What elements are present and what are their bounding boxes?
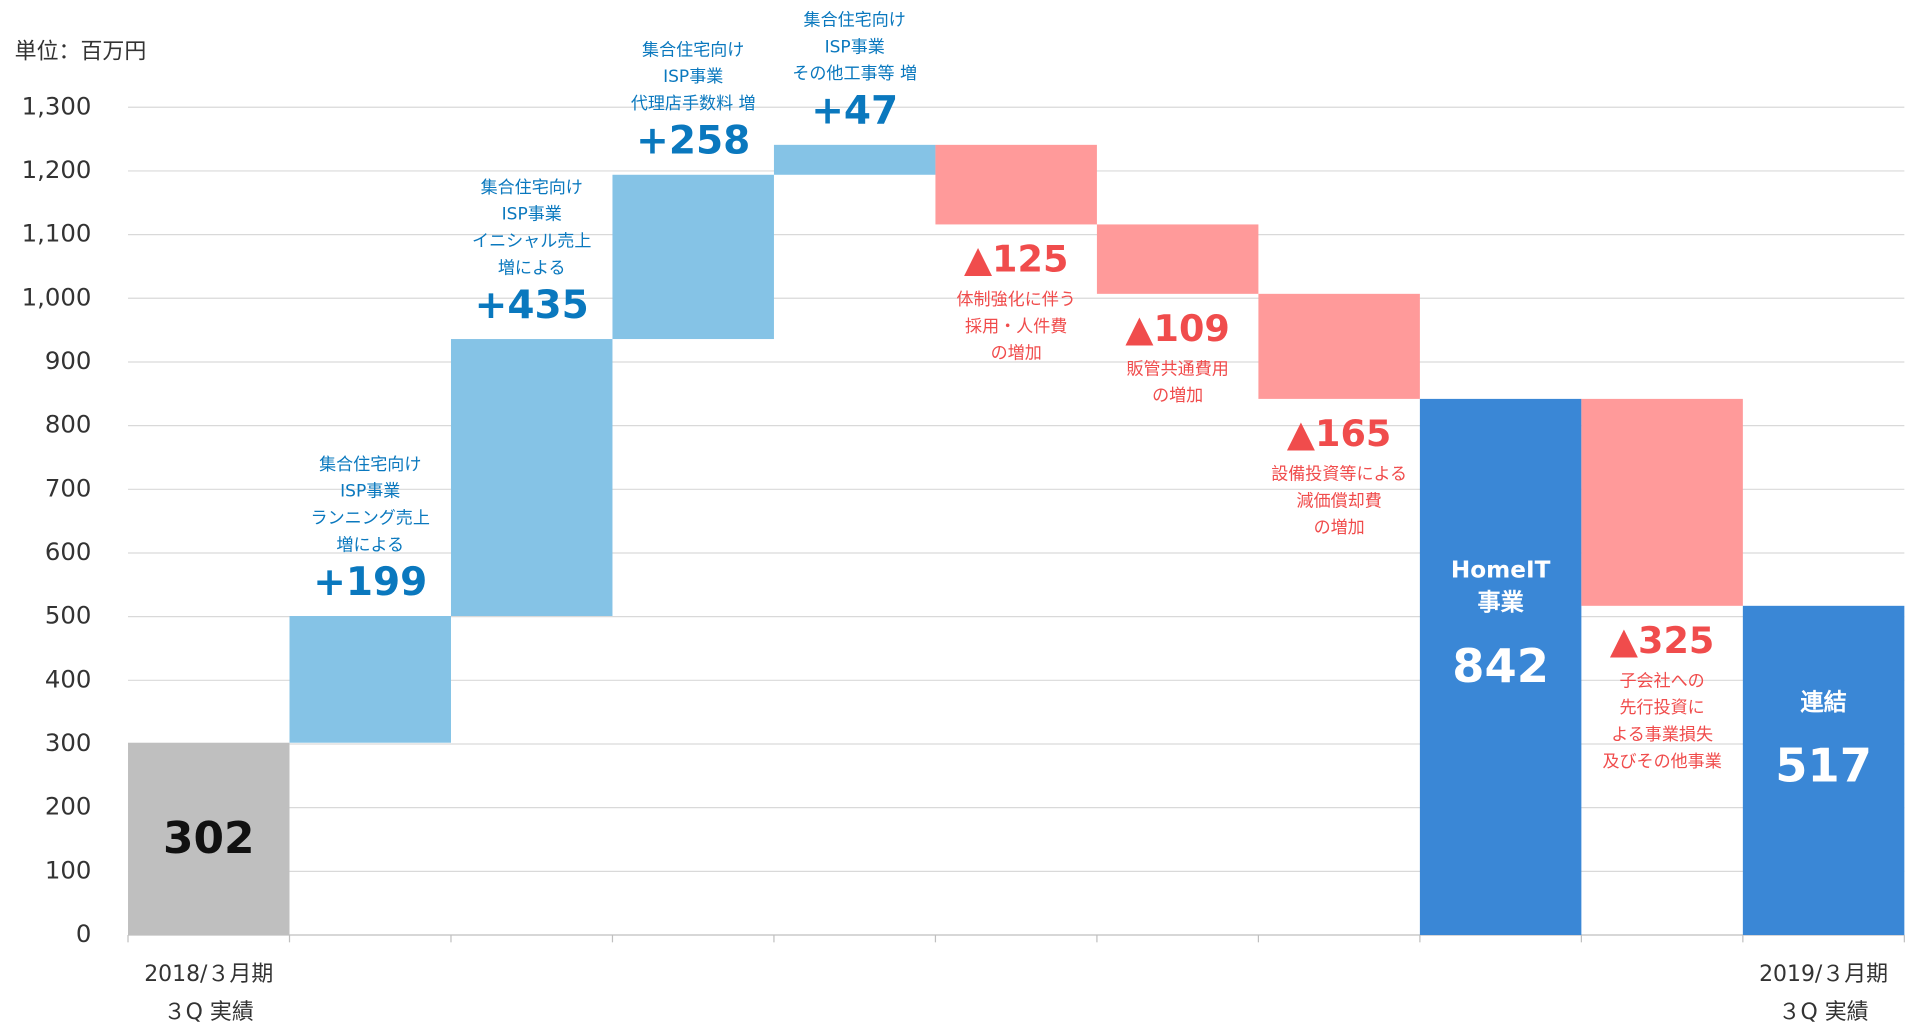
annotation: 先行投資に <box>1619 698 1704 718</box>
annotation: 集合住宅向け <box>481 178 583 198</box>
value-label: 842 <box>1452 639 1549 693</box>
bar <box>1581 398 1743 606</box>
annotation: 減価償却費 <box>1297 491 1382 511</box>
annotation: 及びその他事業 <box>1602 752 1721 772</box>
bar <box>1419 398 1582 936</box>
y-tick-label: 300 <box>45 728 92 757</box>
annotation: 集合住宅向け <box>642 40 744 60</box>
value-label: ▲125 <box>964 238 1068 281</box>
value-label: ▲165 <box>1287 412 1391 455</box>
y-tick-label: 400 <box>45 664 92 693</box>
bar <box>935 144 1097 225</box>
annotation: の増加 <box>991 344 1042 364</box>
y-tick-label: 1,100 <box>22 219 92 248</box>
annotation: 販管共通費用 <box>1127 359 1229 379</box>
value-label: 302 <box>163 813 255 864</box>
bar <box>1742 605 1905 936</box>
y-tick-label: 200 <box>45 792 92 821</box>
y-tick-label: 1,000 <box>22 282 92 311</box>
annotation: 増による <box>336 535 404 555</box>
annotation: 体制強化に伴う <box>957 290 1076 310</box>
value-label: ▲109 <box>1125 307 1229 350</box>
annotation: イニシャル売上 <box>472 232 591 252</box>
bar <box>128 742 290 936</box>
y-tick-label: 100 <box>45 855 92 884</box>
annotation: ISP事業 <box>502 205 562 225</box>
annotation: 増による <box>498 258 566 278</box>
y-tick-label: 900 <box>45 346 92 375</box>
x-tick-label: 2018/３月期 <box>144 962 273 987</box>
y-tick-label: 800 <box>45 410 92 439</box>
x-tick-label: 2019/３月期 <box>1759 962 1888 987</box>
unit-label: 単位：百万円 <box>15 39 147 64</box>
annotation: 集合住宅向け <box>804 11 906 31</box>
annotation: 集合住宅向け <box>319 455 421 475</box>
annotation: ISP事業 <box>663 67 723 87</box>
annotation: の増加 <box>1152 386 1203 406</box>
value-label: +258 <box>636 119 750 164</box>
value-label: ▲325 <box>1610 619 1714 662</box>
value-label: 517 <box>1775 739 1872 793</box>
y-tick-label: 1,300 <box>22 91 92 120</box>
y-tick-label: 500 <box>45 601 92 630</box>
bar <box>450 339 613 617</box>
bar <box>1258 293 1420 399</box>
annotation: ISP事業 <box>340 482 400 502</box>
bar <box>289 616 451 743</box>
bar <box>1096 224 1259 294</box>
x-tick-label: ３Q 実績 <box>1779 1000 1869 1024</box>
annotation: ランニング売上 <box>311 508 430 528</box>
bar <box>773 144 936 175</box>
x-tick-label: ３Q 実績 <box>164 1000 254 1024</box>
y-tick-label: 700 <box>45 473 92 502</box>
annotation: よる事業損失 <box>1611 725 1713 745</box>
annotation: 採用・人件費 <box>965 317 1067 337</box>
annotation: その他工事等 増 <box>792 64 917 84</box>
annotation: 代理店手数料 増 <box>631 94 756 114</box>
annotation: ISP事業 <box>825 37 885 57</box>
bar <box>612 174 774 340</box>
annotation: 設備投資等による <box>1271 464 1407 484</box>
value-label: +435 <box>475 283 589 328</box>
y-tick-label: 600 <box>45 537 92 566</box>
bar-label: 事業 <box>1477 589 1524 616</box>
annotation: の増加 <box>1314 518 1365 538</box>
y-tick-label: 0 <box>76 919 92 948</box>
y-tick-label: 1,200 <box>22 155 92 184</box>
value-label: +47 <box>811 89 898 134</box>
value-label: +199 <box>313 560 427 605</box>
bar-label: HomeIT <box>1451 557 1551 583</box>
bar-label: 連結 <box>1800 689 1846 716</box>
annotation: 子会社への <box>1619 671 1704 691</box>
